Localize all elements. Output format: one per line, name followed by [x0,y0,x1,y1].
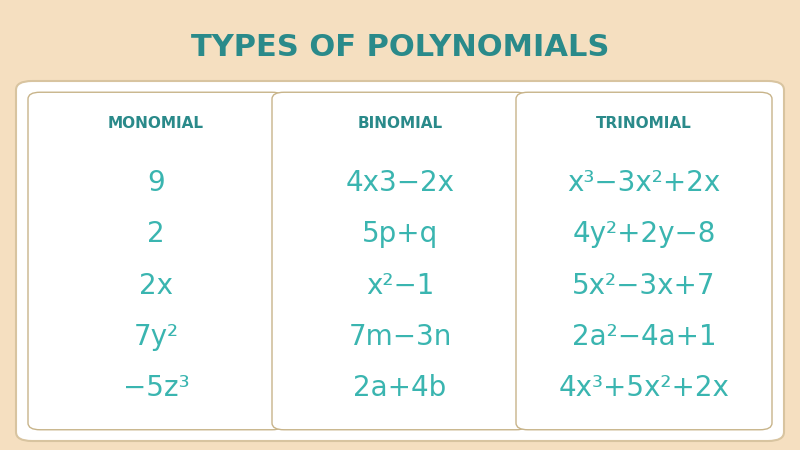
Text: 2x: 2x [139,272,173,300]
Text: TYPES OF POLYNOMIALS: TYPES OF POLYNOMIALS [191,33,609,62]
Text: 7m−3n: 7m−3n [348,323,452,351]
Text: 2: 2 [147,220,165,248]
Text: 5p+q: 5p+q [362,220,438,248]
Text: 4x3−2x: 4x3−2x [346,169,454,197]
Text: x²−1: x²−1 [366,272,434,300]
Text: 9: 9 [147,169,165,197]
Text: x³−3x²+2x: x³−3x²+2x [567,169,721,197]
Text: 2a+4b: 2a+4b [354,374,446,402]
FancyBboxPatch shape [272,92,528,430]
Text: TRINOMIAL: TRINOMIAL [596,116,692,131]
Text: 7y²: 7y² [134,323,178,351]
Text: 4y²+2y−8: 4y²+2y−8 [572,220,716,248]
FancyBboxPatch shape [516,92,772,430]
Text: 4x³+5x²+2x: 4x³+5x²+2x [558,374,730,402]
Text: 5x²−3x+7: 5x²−3x+7 [572,272,716,300]
Text: −5z³: −5z³ [122,374,190,402]
FancyBboxPatch shape [16,81,784,441]
Polygon shape [0,0,800,112]
Bar [0,0,800,99]
Text: 2a²−4a+1: 2a²−4a+1 [572,323,716,351]
Text: MONOMIAL: MONOMIAL [108,116,204,131]
Text: BINOMIAL: BINOMIAL [358,116,442,131]
FancyBboxPatch shape [28,92,284,430]
